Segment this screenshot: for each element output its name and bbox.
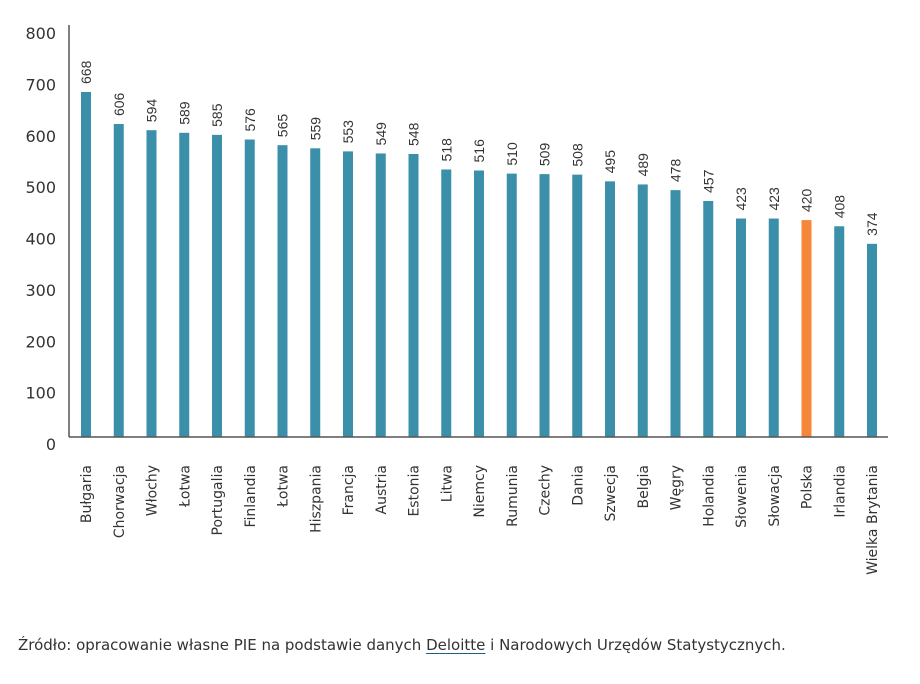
bar-13	[474, 170, 484, 437]
bar-17	[605, 181, 615, 437]
category-label: Niemcy	[472, 465, 488, 518]
bar-21	[736, 218, 746, 437]
y-tick-label: 200	[25, 332, 56, 351]
y-tick-label: 300	[25, 281, 56, 300]
value-label: 457	[700, 169, 716, 193]
value-label: 495	[602, 150, 618, 174]
category-label: Finlandia	[243, 465, 259, 528]
value-label: 565	[275, 114, 291, 138]
value-label: 518	[438, 138, 454, 162]
bar-1	[81, 92, 91, 437]
source-prefix: Źródło: opracowanie własne PIE na podsta…	[18, 636, 427, 654]
bars	[81, 92, 877, 438]
y-axis-ticks: 0 100 200 300 400 500 600 700 800	[25, 24, 56, 454]
bar-19	[670, 190, 681, 437]
category-label: Holandia	[701, 465, 717, 527]
value-label: 374	[864, 212, 880, 236]
value-label: 408	[831, 195, 847, 219]
bar-chart: 0 100 200 300 400 500 600 700 800 668 606 594 589 58…	[25, 24, 888, 575]
bar-7	[277, 145, 288, 437]
y-tick-label: 600	[25, 127, 56, 146]
y-tick-label: 800	[25, 24, 56, 43]
category-label: Łotwa	[177, 465, 193, 508]
category-label: Irlandia	[832, 465, 848, 518]
bar-4	[179, 132, 190, 437]
bar-12	[441, 169, 452, 437]
value-label: 478	[668, 159, 684, 183]
category-label: Czechy	[538, 465, 554, 516]
bar-3	[146, 130, 157, 437]
bar-11	[408, 153, 419, 437]
value-label: 423	[766, 187, 782, 211]
value-label: 423	[733, 187, 749, 211]
value-labels: 668 606 594 589 585 576 565 559 553 549 548 518 516 5…	[78, 60, 880, 235]
bar-9	[343, 151, 353, 437]
y-tick-label: 0	[46, 435, 56, 454]
deloitte-link[interactable]: Deloitte	[426, 636, 486, 654]
category-label: Wielka Brytania	[865, 465, 881, 575]
value-label: 510	[504, 142, 520, 166]
value-label: 589	[176, 101, 192, 125]
category-label: Portugalia	[210, 465, 226, 535]
bar-8	[310, 148, 321, 437]
bar-2	[113, 124, 124, 437]
category-label: Polska	[800, 465, 816, 509]
bar-14	[506, 173, 517, 437]
bar-15	[539, 174, 550, 437]
category-label: Słowenia	[734, 465, 750, 528]
category-label: Węgry	[669, 465, 685, 510]
category-label: Austria	[374, 465, 390, 514]
bar-25	[867, 243, 877, 437]
value-label: 559	[307, 117, 323, 141]
category-label: Estonia	[407, 465, 423, 517]
value-label: 508	[569, 143, 585, 167]
category-label: Chorwacja	[112, 465, 128, 538]
category-label: Łotwa	[276, 465, 292, 508]
y-tick-label: 400	[25, 230, 56, 249]
bar-18	[637, 184, 648, 437]
value-label: 548	[406, 122, 422, 146]
value-label: 576	[242, 108, 258, 132]
source-note: Źródło: opracowanie własne PIE na podsta…	[18, 636, 786, 654]
bar-24	[834, 226, 845, 437]
category-labels: Bułgaria Chorwacja Włochy Łotwa Portugalia Fi…	[79, 465, 881, 575]
value-label: 509	[537, 143, 553, 167]
value-label: 516	[471, 139, 487, 163]
bar-6	[244, 139, 255, 438]
y-tick-label: 500	[25, 178, 56, 197]
value-label: 585	[209, 103, 225, 127]
category-label: Szwecja	[603, 465, 619, 521]
bar-23	[801, 220, 812, 437]
y-tick-label: 100	[25, 384, 56, 403]
category-label: Dania	[570, 465, 586, 506]
value-label: 420	[799, 189, 815, 213]
category-label: Litwa	[439, 465, 455, 502]
bar-22	[768, 218, 779, 437]
value-label: 553	[340, 120, 356, 144]
category-label: Rumunia	[505, 465, 521, 527]
value-label: 489	[635, 153, 651, 177]
category-label: Bułgaria	[79, 465, 95, 523]
category-label: Francja	[341, 465, 357, 515]
bar-16	[572, 174, 583, 437]
category-label: Włochy	[145, 465, 161, 516]
value-label: 668	[78, 60, 94, 84]
y-tick-label: 700	[25, 75, 56, 94]
category-label: Słowacja	[767, 465, 783, 527]
source-suffix: i Narodowych Urzędów Statystycznych.	[485, 636, 786, 654]
bar-10	[375, 153, 386, 437]
bar-5	[212, 134, 222, 437]
category-label: Belgia	[636, 465, 652, 508]
category-label: Hiszpania	[308, 465, 324, 533]
value-label: 606	[111, 92, 127, 116]
bar-20	[703, 200, 714, 437]
value-label: 549	[373, 122, 389, 146]
value-label: 594	[144, 99, 160, 123]
